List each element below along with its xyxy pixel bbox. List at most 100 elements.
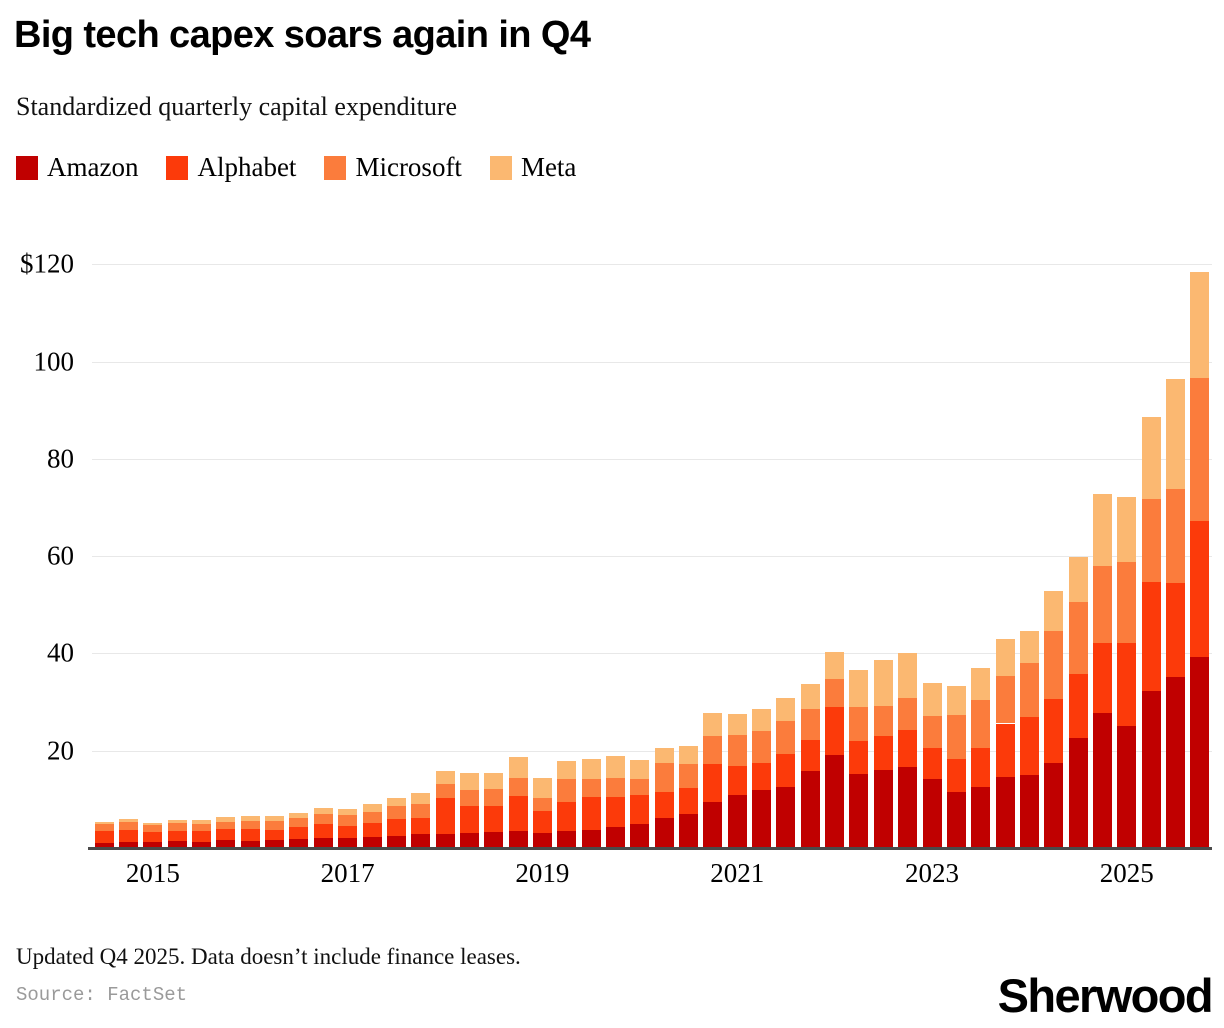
bar-segment-meta (313, 808, 333, 814)
bar-segment-meta (946, 685, 966, 716)
bar-segment-microsoft (605, 777, 625, 798)
bar-segment-alphabet (240, 829, 260, 841)
bar-segment-meta (435, 770, 455, 785)
legend-item-microsoft[interactable]: Microsoft (324, 152, 462, 183)
bar-segment-microsoft (532, 797, 552, 811)
bar-segment-meta (1068, 557, 1088, 602)
bar-segment-amazon (849, 774, 869, 848)
bar-segment-microsoft (313, 813, 333, 825)
bar-segment-alphabet (1068, 674, 1088, 739)
sherwood-logo: Sherwood (997, 969, 1214, 1022)
bar-segment-microsoft (167, 823, 187, 831)
bar-segment-alphabet (557, 801, 577, 832)
bar-segment-alphabet (605, 797, 625, 828)
legend-item-alphabet[interactable]: Alphabet (166, 152, 296, 183)
bar-segment-alphabet (313, 824, 333, 839)
plot-area: 20 40 60 80 100 $120 2015 2017 2019 2021 2023 2025 (20, 240, 1212, 888)
bar-segment-alphabet (922, 748, 942, 779)
bar-segment-amazon (1044, 762, 1064, 848)
x-axis-line (88, 847, 1212, 850)
bar-segment-amazon (581, 829, 601, 848)
bar-segment-meta (825, 651, 845, 679)
legend-item-label: Amazon (47, 152, 139, 182)
bar-segment-amazon (946, 792, 966, 848)
bar-segment-meta (484, 772, 504, 789)
bar-segment-microsoft (1068, 601, 1088, 675)
bar-segment-amazon (971, 787, 991, 848)
x-axis-tick-label: 2015 (125, 858, 180, 888)
bar-segment-microsoft (240, 821, 260, 830)
bar-segment-alphabet (119, 829, 139, 842)
bar-segment-alphabet (289, 826, 309, 840)
bar-segment-meta (265, 816, 285, 822)
bar-segment-alphabet (679, 787, 699, 814)
y-axis-tick-label: 100 (33, 346, 75, 377)
bar-segment-microsoft (752, 731, 772, 763)
bar-segment-meta (94, 821, 114, 825)
bar-segment-alphabet (703, 764, 723, 802)
bar-segment-microsoft (484, 788, 504, 807)
bar-segment-microsoft (922, 716, 942, 749)
bar-segment-microsoft (119, 822, 139, 830)
bar-segment-meta (192, 820, 212, 824)
bar-segment-alphabet (630, 794, 650, 824)
bar-segment-amazon (873, 770, 893, 848)
bar-segment-meta (727, 713, 747, 736)
bar-segment-alphabet (411, 817, 431, 835)
bar-segment-microsoft (216, 821, 236, 830)
bar-segment-meta (289, 812, 309, 818)
legend-item-amazon[interactable]: Amazon (16, 152, 138, 183)
bar-segment-alphabet (1044, 698, 1064, 763)
chart-subtitle: Standardized quarterly capital expenditu… (16, 92, 458, 121)
bar-segment-amazon (654, 817, 674, 848)
bar-segment-amazon (995, 777, 1015, 848)
bar-segment-microsoft (1141, 499, 1161, 583)
legend-swatch-icon (489, 155, 512, 180)
bar-segment-alphabet (435, 798, 455, 834)
bar-segment-alphabet (752, 762, 772, 790)
bar-segment-alphabet (508, 796, 528, 831)
bar-segment-microsoft (873, 705, 893, 737)
bar-segment-amazon (386, 835, 406, 848)
bar-segment-meta (532, 778, 552, 798)
bar-segment-amazon (727, 794, 747, 848)
bar-segment-meta (143, 822, 163, 826)
bar-segment-amazon (143, 842, 163, 848)
bar-segment-alphabet (776, 753, 796, 787)
bar-segment-amazon (922, 778, 942, 848)
bar-segment-amazon (459, 832, 479, 848)
legend-item-meta[interactable]: Meta (489, 152, 577, 183)
bar-segment-meta (1117, 497, 1137, 562)
bar-segment-microsoft (1117, 561, 1137, 643)
bar-segment-alphabet (995, 723, 1015, 777)
bar-segment-meta (873, 659, 893, 706)
bar-segment-amazon (752, 789, 772, 848)
gridline (92, 750, 1212, 752)
bar-segment-meta (581, 759, 601, 780)
bar-segment-meta (1141, 416, 1161, 500)
legend-item-label: Meta (520, 152, 577, 182)
gridline (92, 458, 1212, 460)
gridline (92, 361, 1212, 363)
bar-segment-microsoft (654, 763, 674, 792)
bar-segment-meta (1044, 591, 1064, 632)
x-axis-tick-label: 2017 (320, 858, 375, 888)
bar-segment-microsoft (898, 697, 918, 730)
bar-segment-alphabet (849, 741, 869, 775)
bar-segment-alphabet (167, 830, 187, 842)
bar-segment-amazon (1117, 726, 1137, 848)
bar-segment-microsoft (265, 821, 285, 830)
bar-segment-amazon (679, 813, 699, 848)
bar-segment-meta (459, 773, 479, 791)
bar-segment-microsoft (386, 805, 406, 819)
bar-segment-alphabet (654, 791, 674, 818)
bar-segment-microsoft (1092, 566, 1112, 644)
legend-swatch-icon (324, 155, 347, 180)
bar-segment-alphabet (216, 829, 236, 841)
bar-segment-meta (654, 747, 674, 764)
bar-segment-alphabet (946, 758, 966, 793)
bar-segment-alphabet (265, 829, 285, 840)
bar-segment-meta (1190, 271, 1210, 379)
bar-segment-amazon (703, 801, 723, 848)
